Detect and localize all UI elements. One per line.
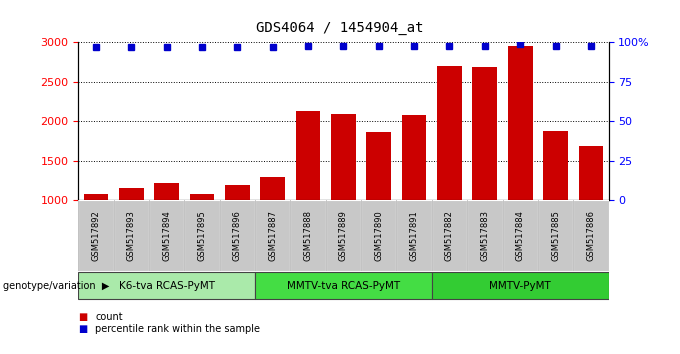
Bar — [361, 200, 396, 271]
Bar — [508, 46, 532, 200]
Bar — [78, 200, 114, 271]
Bar — [432, 200, 467, 271]
Text: genotype/variation  ▶: genotype/variation ▶ — [3, 281, 109, 291]
Text: K6-tva RCAS-PyMT: K6-tva RCAS-PyMT — [118, 281, 215, 291]
Text: GSM517882: GSM517882 — [445, 210, 454, 261]
Text: count: count — [95, 312, 123, 322]
Bar — [296, 111, 320, 200]
Text: GSM517890: GSM517890 — [374, 210, 384, 261]
Bar — [367, 132, 391, 200]
Text: GSM517893: GSM517893 — [126, 210, 136, 261]
Text: percentile rank within the sample: percentile rank within the sample — [95, 324, 260, 334]
Text: GSM517887: GSM517887 — [268, 210, 277, 261]
Bar — [260, 177, 285, 200]
Bar — [473, 67, 497, 200]
Text: GSM517891: GSM517891 — [409, 210, 419, 261]
Bar — [190, 194, 214, 200]
Text: MMTV-PyMT: MMTV-PyMT — [490, 281, 551, 291]
Bar — [573, 200, 609, 271]
Bar — [255, 200, 290, 271]
Bar — [119, 188, 143, 200]
Bar — [579, 147, 603, 200]
Bar — [543, 131, 568, 200]
Text: ■: ■ — [78, 324, 88, 334]
Bar — [396, 200, 432, 271]
Bar — [290, 200, 326, 271]
Text: GSM517889: GSM517889 — [339, 210, 348, 261]
Text: GSM517884: GSM517884 — [515, 210, 525, 261]
Bar — [432, 272, 609, 299]
Text: GSM517886: GSM517886 — [586, 210, 596, 261]
Bar — [154, 183, 179, 200]
Bar — [467, 200, 503, 271]
Bar — [331, 114, 356, 200]
Text: GSM517895: GSM517895 — [197, 210, 207, 261]
Text: GSM517896: GSM517896 — [233, 210, 242, 261]
Bar — [326, 200, 361, 271]
Bar — [78, 272, 255, 299]
Bar — [184, 200, 220, 271]
Text: GSM517883: GSM517883 — [480, 210, 490, 261]
Bar — [114, 200, 149, 271]
Bar — [503, 200, 538, 271]
Text: GDS4064 / 1454904_at: GDS4064 / 1454904_at — [256, 21, 424, 35]
Bar — [84, 194, 108, 200]
Bar — [220, 200, 255, 271]
Bar — [538, 200, 573, 271]
Bar — [255, 272, 432, 299]
Text: MMTV-tva RCAS-PyMT: MMTV-tva RCAS-PyMT — [287, 281, 400, 291]
Bar — [149, 200, 184, 271]
Bar — [402, 115, 426, 200]
Bar — [225, 185, 250, 200]
Text: ■: ■ — [78, 312, 88, 322]
Text: GSM517894: GSM517894 — [162, 210, 171, 261]
Text: GSM517885: GSM517885 — [551, 210, 560, 261]
Bar — [437, 66, 462, 200]
Text: GSM517892: GSM517892 — [91, 210, 101, 261]
Text: GSM517888: GSM517888 — [303, 210, 313, 261]
